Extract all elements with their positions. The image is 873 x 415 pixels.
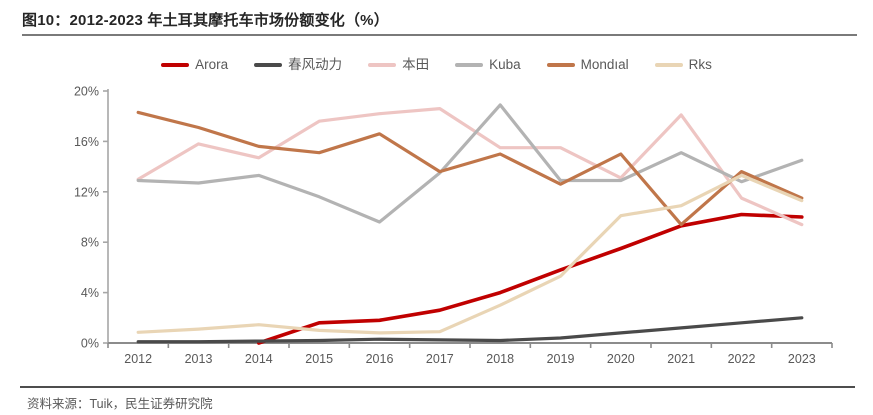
legend-item-Arora: Arora	[161, 57, 228, 73]
y-axis-label: 20%	[74, 85, 99, 99]
legend-swatch-icon	[161, 63, 190, 67]
source-divider	[20, 386, 855, 388]
y-axis-label: 4%	[81, 286, 99, 300]
legend-swatch-icon	[368, 63, 397, 67]
legend-item-Rks: Rks	[654, 57, 712, 73]
x-axis-label: 2023	[788, 352, 816, 366]
legend-item-Kuba: Kuba	[455, 57, 521, 73]
x-axis-label: 2014	[245, 352, 273, 366]
x-axis-label: 2018	[486, 352, 514, 366]
legend-swatch-icon	[546, 63, 575, 67]
legend-swatch-icon	[654, 63, 683, 67]
legend-label: Kuba	[489, 57, 521, 72]
legend-swatch-icon	[254, 63, 283, 67]
chart-legend: Arora 春风动力 本田 Kuba Mondıal Rks	[0, 57, 873, 73]
legend-label: Arora	[195, 57, 229, 72]
series-line-Mondıal	[136, 110, 804, 227]
x-axis-label: 2015	[305, 352, 333, 366]
series-line-Rks	[136, 173, 804, 335]
x-axis-label: 2017	[426, 352, 454, 366]
y-axis-label: 0%	[81, 337, 99, 351]
legend-swatch-icon	[455, 63, 484, 67]
page-title: 图10：2012-2023 年土耳其摩托车市场份额变化（%）	[22, 12, 389, 29]
y-axis-label: 16%	[74, 135, 99, 149]
source-note: 资料来源：Tuik，民生证券研究院	[27, 397, 213, 411]
legend-item-Mondıal: Mondıal	[546, 57, 629, 73]
x-axis-label: 2013	[185, 352, 213, 366]
title-divider	[22, 34, 857, 36]
y-axis-label: 8%	[81, 236, 99, 250]
x-axis-label: 2012	[124, 352, 152, 366]
legend-item-本田: 本田	[368, 57, 429, 73]
series-line-Kuba	[136, 103, 804, 224]
x-axis-label: 2022	[728, 352, 756, 366]
x-axis-label: 2016	[366, 352, 394, 366]
legend-item-春风动力: 春风动力	[254, 57, 342, 73]
series-line-本田	[136, 107, 804, 227]
x-axis-label: 2019	[547, 352, 575, 366]
legend-label: Rks	[688, 57, 712, 72]
legend-label: Mondıal	[580, 57, 629, 72]
series-line-Arora	[257, 212, 804, 345]
legend-label: 本田	[402, 57, 430, 72]
x-axis-label: 2021	[667, 352, 695, 366]
legend-label: 春风动力	[288, 57, 343, 72]
x-axis-label: 2020	[607, 352, 635, 366]
series-line-春风动力	[136, 316, 804, 344]
y-axis-label: 12%	[74, 185, 99, 199]
